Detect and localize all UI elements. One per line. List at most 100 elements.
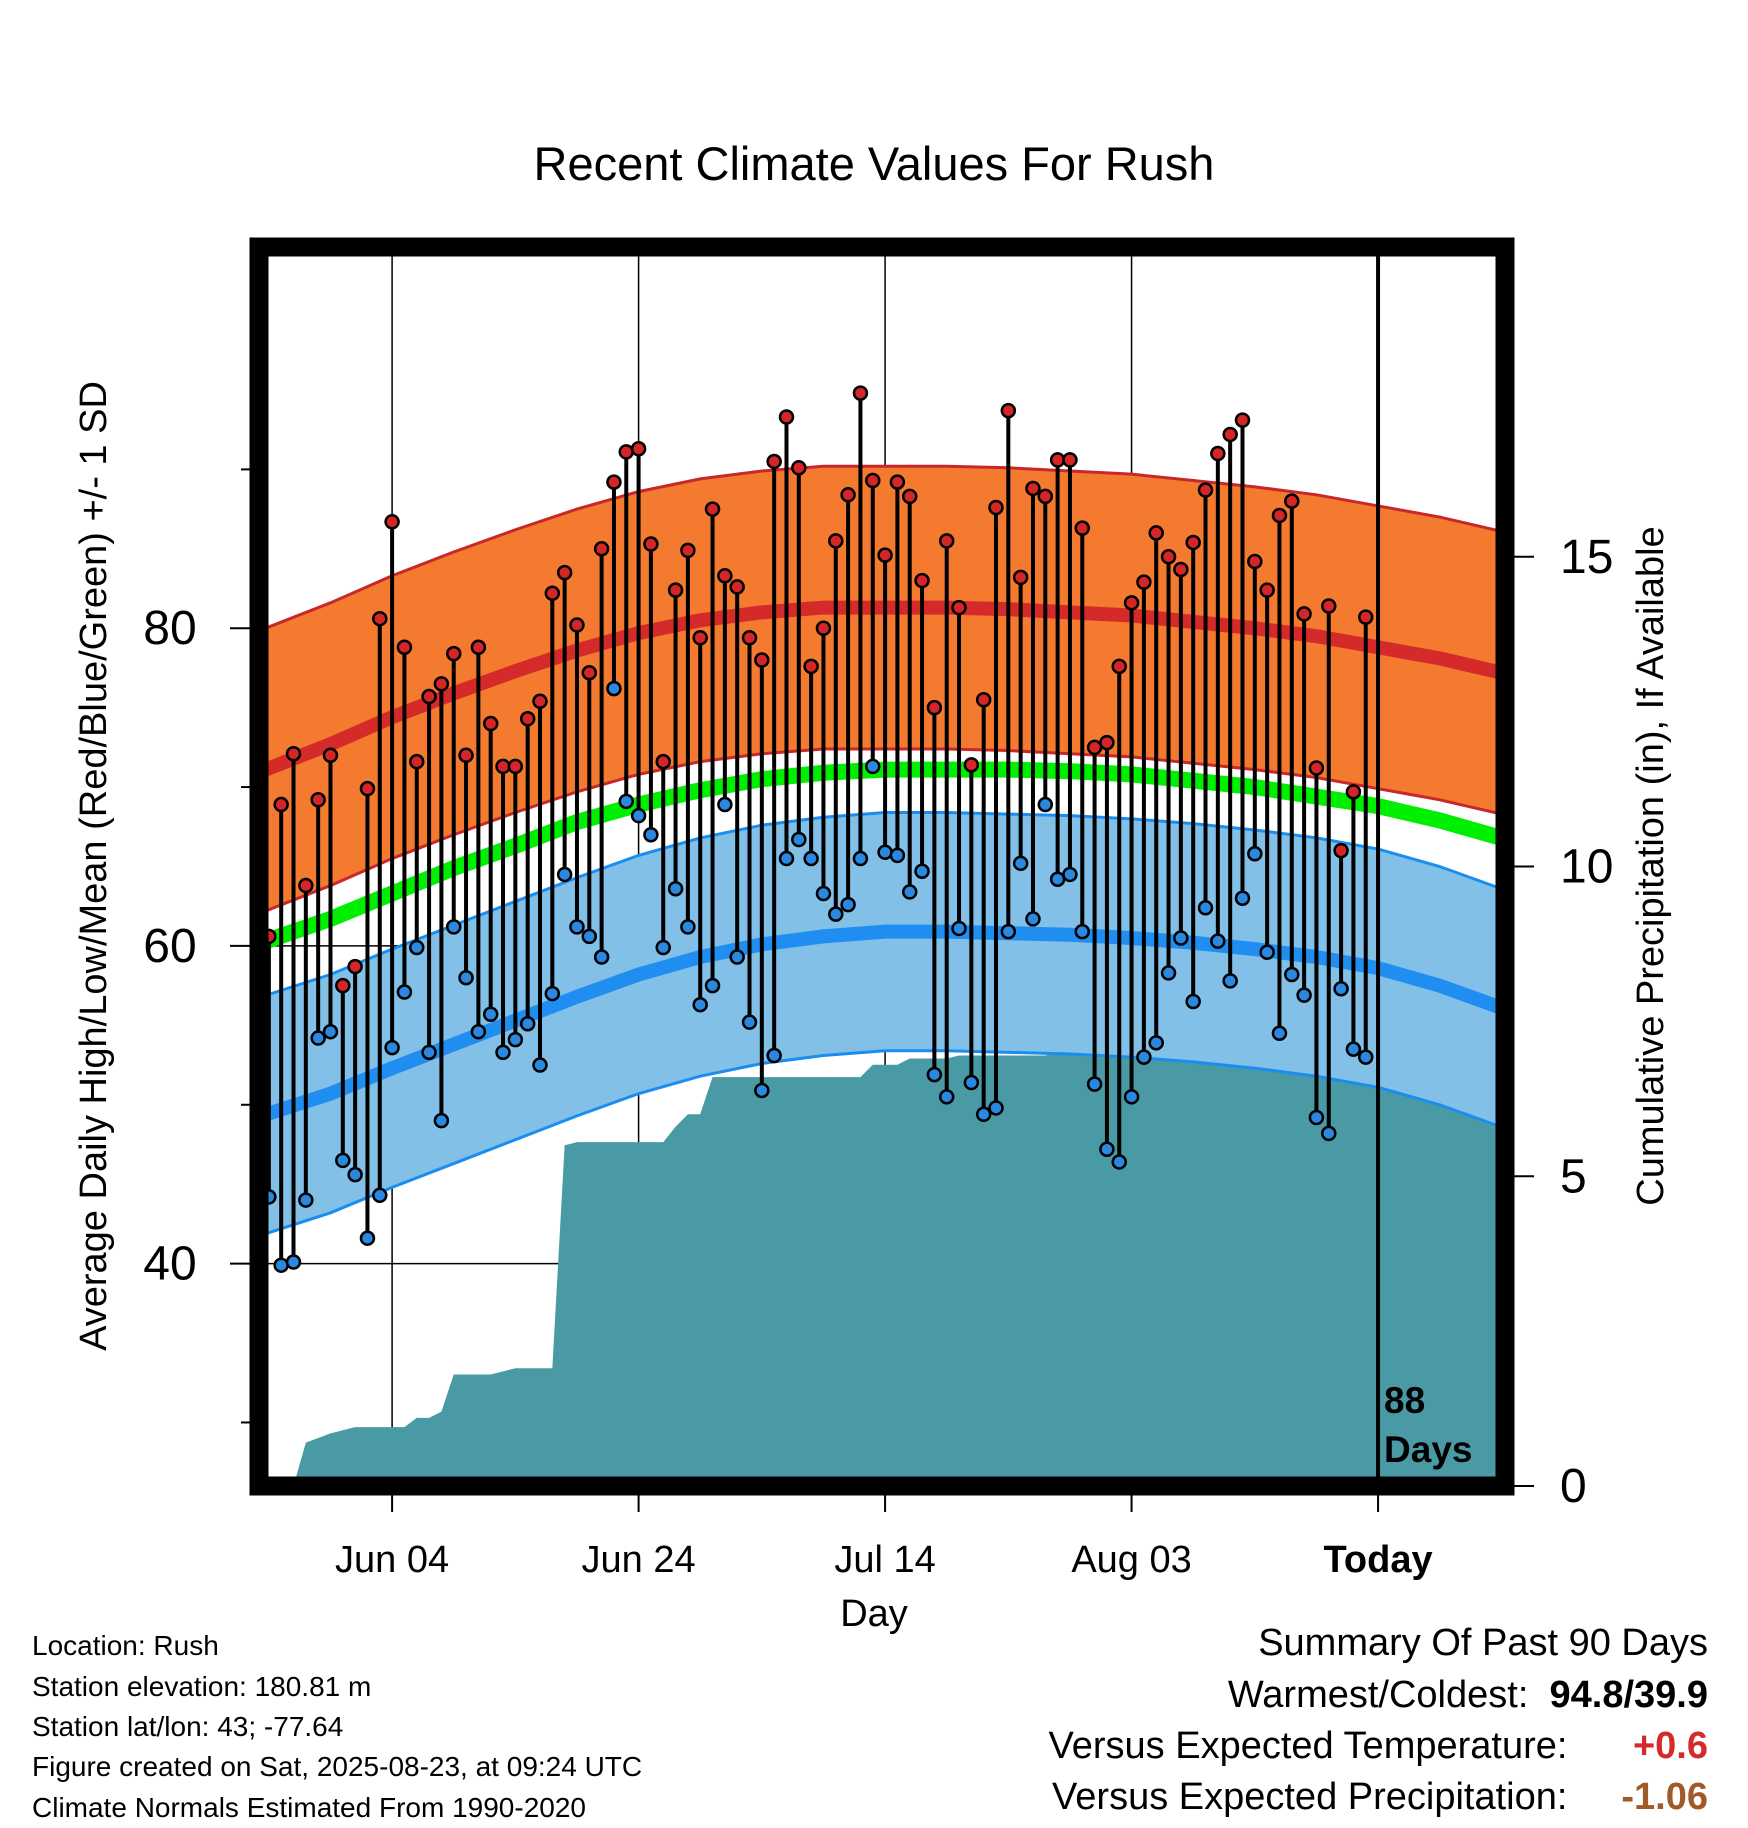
high-point (680, 542, 696, 559)
right-y-axis: 0 5 10 15 (1514, 531, 1613, 1513)
high-point (1259, 582, 1275, 598)
low-point (914, 863, 930, 880)
high-point (1049, 452, 1066, 468)
high-upper-edge (260, 464, 1502, 632)
high-point (433, 676, 450, 692)
low-point (322, 1023, 339, 1040)
temp-departure-label: Versus Expected Temperature: (1048, 1725, 1568, 1767)
low-point (1099, 1141, 1115, 1157)
low-point (630, 807, 647, 824)
high-point (1012, 569, 1029, 586)
high-point (791, 460, 807, 476)
high-point (1123, 595, 1140, 611)
high-point (667, 582, 684, 598)
daily-points (261, 385, 1374, 1273)
x-tick-label: Jul 14 (834, 1539, 935, 1581)
high-point (1148, 525, 1164, 541)
low-point (1222, 973, 1238, 989)
right-y-axis-label: Cumulative Precipitation (in), If Availa… (1630, 526, 1672, 1205)
low-point (335, 1152, 351, 1169)
high-point (556, 564, 573, 581)
high-point (889, 474, 906, 490)
low-point (593, 949, 610, 965)
high-point (865, 472, 881, 489)
low-point (396, 984, 413, 1000)
high-point (975, 691, 992, 708)
left-tick-label: 40 (143, 1238, 196, 1291)
high-point (298, 877, 314, 894)
temp-departure-value: +0.6 (1632, 1725, 1708, 1767)
low-point (1247, 846, 1263, 862)
precipitation-area (268, 978, 1502, 1486)
low-point (1148, 1035, 1164, 1051)
high-point (1345, 784, 1362, 800)
low-point (606, 680, 622, 697)
high-point (544, 585, 561, 602)
precipitation-fill (268, 978, 1502, 1486)
low-point (347, 1166, 363, 1183)
high-point (372, 610, 388, 627)
low-point (1086, 1076, 1103, 1092)
high-point (852, 385, 869, 401)
low-point (778, 850, 795, 867)
high-point (741, 630, 758, 646)
x-axis: Jun 04 Jun 24 Jul 14 Aug 03 Today (335, 1493, 1433, 1581)
created-text: Figure created on Sat, 2025-08-23, at 09… (32, 1751, 643, 1782)
low-point (285, 1254, 302, 1270)
low-point (717, 796, 733, 813)
high-point (630, 440, 647, 457)
high-point (643, 536, 659, 552)
high-point (901, 488, 918, 505)
low-point (1037, 796, 1054, 813)
high-point (1308, 760, 1325, 776)
low-point (1333, 981, 1349, 997)
high-point (877, 547, 893, 563)
high-point (1136, 574, 1152, 590)
plot-area: 88 Days (249, 237, 1515, 1496)
high-point (1333, 842, 1349, 859)
high-point (1160, 549, 1177, 565)
high-point (409, 753, 425, 770)
high-point (310, 792, 326, 808)
low-point (1271, 1025, 1288, 1042)
high-point (1062, 452, 1078, 468)
high-point (1296, 606, 1312, 622)
low-point (581, 928, 598, 945)
high-point (938, 533, 955, 549)
low-point (1025, 911, 1041, 927)
left-y-axis: 40 60 80 (143, 468, 250, 1424)
high-point (815, 620, 832, 636)
warm-cold-label: Warmest/Coldest: (1227, 1674, 1529, 1716)
high-point (963, 757, 980, 773)
low-point (680, 919, 696, 935)
low-point (1049, 871, 1066, 887)
low-point (729, 949, 745, 965)
plot-frame (249, 237, 1515, 1496)
low-point (1136, 1049, 1152, 1065)
low-point (1074, 923, 1091, 940)
high-point (285, 745, 302, 762)
low-point (519, 1016, 536, 1032)
low-point (865, 758, 881, 775)
low-point (1185, 993, 1201, 1010)
precip-departure-value: -1.06 (1621, 1776, 1708, 1818)
low-point (495, 1044, 511, 1061)
high-point (1111, 658, 1127, 675)
high-point (445, 645, 462, 662)
high-point (988, 499, 1004, 516)
high-point (273, 796, 289, 813)
high-point (359, 780, 376, 797)
low-point (1000, 923, 1017, 940)
high-point (606, 474, 622, 490)
high-point (766, 453, 782, 470)
low-point (273, 1257, 289, 1273)
high-point (569, 617, 585, 633)
low-point (901, 884, 918, 900)
low-point (1160, 965, 1177, 981)
high-point (655, 753, 671, 770)
right-tick-label: 0 (1560, 1460, 1587, 1513)
high-point (828, 533, 844, 549)
location-text: Location: Rush (32, 1630, 219, 1661)
low-point (926, 1066, 943, 1083)
